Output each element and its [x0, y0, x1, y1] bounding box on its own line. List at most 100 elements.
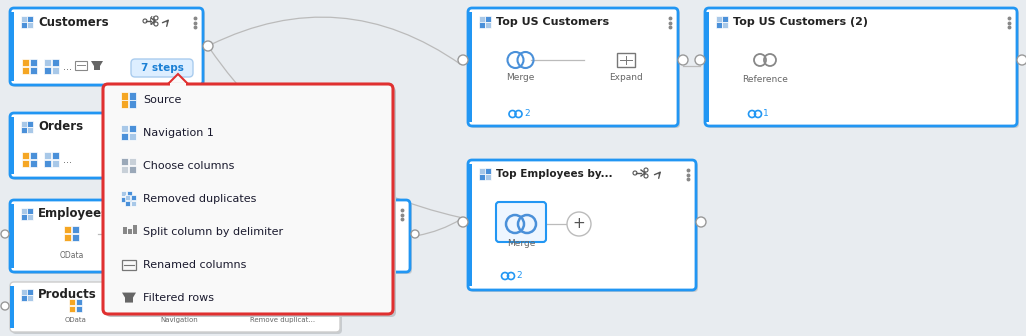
- Bar: [52, 67, 60, 74]
- Bar: [285, 308, 290, 313]
- Bar: [172, 306, 179, 312]
- Text: 2: 2: [516, 271, 521, 281]
- FancyBboxPatch shape: [12, 202, 412, 274]
- Bar: [10, 12, 14, 81]
- Bar: [172, 299, 179, 305]
- Bar: [52, 152, 60, 159]
- Bar: [27, 16, 33, 22]
- Bar: [485, 16, 490, 22]
- Text: Top US Customers: Top US Customers: [496, 17, 609, 27]
- Bar: [21, 127, 27, 132]
- Circle shape: [458, 55, 468, 65]
- Polygon shape: [168, 74, 188, 84]
- Bar: [121, 92, 128, 100]
- Text: Top US Customers (2): Top US Customers (2): [733, 17, 868, 27]
- Bar: [273, 298, 278, 303]
- Text: Split column by delimiter: Split column by delimiter: [143, 227, 283, 237]
- FancyBboxPatch shape: [131, 59, 193, 77]
- Bar: [121, 125, 128, 132]
- Bar: [253, 226, 261, 233]
- Text: Filtered rows: Filtered rows: [143, 293, 214, 303]
- Bar: [279, 302, 284, 307]
- Bar: [279, 304, 284, 309]
- Bar: [125, 195, 130, 200]
- Circle shape: [203, 41, 213, 51]
- Text: Merge: Merge: [506, 74, 535, 83]
- Bar: [121, 158, 128, 165]
- Bar: [129, 92, 136, 100]
- Circle shape: [1, 302, 9, 310]
- Bar: [479, 174, 484, 179]
- Bar: [10, 286, 14, 328]
- Text: +: +: [573, 216, 586, 232]
- Bar: [21, 295, 27, 300]
- Text: Navigation: Navigation: [146, 252, 188, 260]
- Bar: [121, 100, 128, 108]
- Bar: [479, 22, 484, 28]
- Bar: [125, 201, 130, 206]
- Bar: [69, 299, 75, 305]
- FancyBboxPatch shape: [707, 10, 1019, 128]
- Bar: [127, 191, 132, 196]
- Text: ⟨⟩: ⟨⟩: [148, 16, 156, 26]
- Bar: [129, 158, 136, 165]
- Text: Choose columns: Choose columns: [143, 161, 234, 171]
- FancyBboxPatch shape: [10, 282, 340, 332]
- FancyBboxPatch shape: [705, 8, 1017, 126]
- FancyBboxPatch shape: [468, 8, 678, 126]
- Polygon shape: [122, 293, 136, 303]
- Bar: [75, 61, 87, 70]
- Text: Removed duplicates: Removed duplicates: [143, 194, 256, 204]
- Text: Expand: Expand: [608, 74, 642, 83]
- Text: ...: ...: [64, 155, 73, 165]
- Bar: [129, 125, 136, 132]
- Text: ...: ...: [64, 62, 73, 72]
- Bar: [485, 168, 490, 173]
- Bar: [121, 166, 128, 173]
- FancyBboxPatch shape: [470, 10, 680, 128]
- Bar: [10, 204, 14, 268]
- Bar: [485, 22, 490, 28]
- FancyBboxPatch shape: [10, 8, 203, 85]
- Bar: [76, 299, 82, 305]
- Text: Customers: Customers: [38, 15, 109, 29]
- Bar: [27, 127, 33, 132]
- Bar: [27, 121, 33, 126]
- Bar: [72, 234, 79, 241]
- Bar: [30, 59, 37, 66]
- Bar: [21, 289, 27, 294]
- Bar: [716, 22, 721, 28]
- Text: Choose columns: Choose columns: [230, 252, 292, 260]
- Bar: [179, 306, 186, 312]
- Bar: [21, 214, 27, 219]
- Bar: [285, 302, 290, 307]
- Text: Employees: Employees: [38, 208, 109, 220]
- FancyBboxPatch shape: [12, 115, 160, 180]
- Text: Orders: Orders: [38, 121, 83, 133]
- Bar: [22, 67, 29, 74]
- Bar: [262, 234, 269, 241]
- Bar: [485, 174, 490, 179]
- Text: Source: Source: [143, 95, 182, 106]
- FancyBboxPatch shape: [468, 160, 696, 290]
- Text: OData: OData: [60, 252, 84, 260]
- Bar: [21, 22, 27, 28]
- Bar: [129, 133, 136, 140]
- FancyBboxPatch shape: [470, 162, 698, 292]
- Bar: [722, 22, 727, 28]
- FancyBboxPatch shape: [12, 284, 342, 334]
- Circle shape: [567, 212, 591, 236]
- Bar: [21, 121, 27, 126]
- Bar: [131, 201, 136, 206]
- Bar: [72, 226, 79, 233]
- Bar: [27, 214, 33, 219]
- Bar: [27, 22, 33, 28]
- Circle shape: [695, 55, 705, 65]
- Bar: [69, 306, 75, 312]
- Bar: [279, 308, 284, 313]
- Bar: [27, 295, 33, 300]
- Bar: [76, 306, 82, 312]
- Bar: [64, 226, 71, 233]
- Text: 1: 1: [763, 110, 768, 119]
- Bar: [22, 59, 29, 66]
